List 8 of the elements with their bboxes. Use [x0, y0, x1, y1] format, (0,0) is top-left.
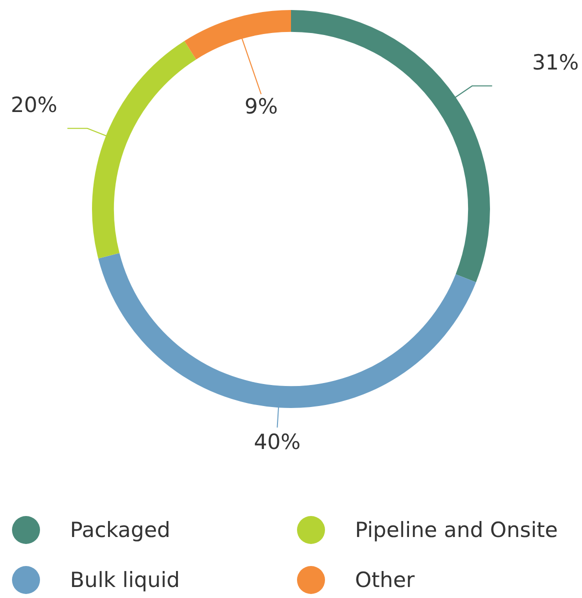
data-label: 20%: [10, 92, 58, 117]
data-label: 9%: [244, 94, 278, 119]
data-label: 31%: [532, 50, 579, 74]
data-label: 40%: [254, 430, 301, 454]
legend-label: Packaged: [70, 518, 170, 542]
legend-label: Pipeline and Onsite: [355, 518, 558, 542]
legend-label: Bulk liquid: [70, 568, 180, 592]
legend-label: Other: [355, 568, 415, 592]
